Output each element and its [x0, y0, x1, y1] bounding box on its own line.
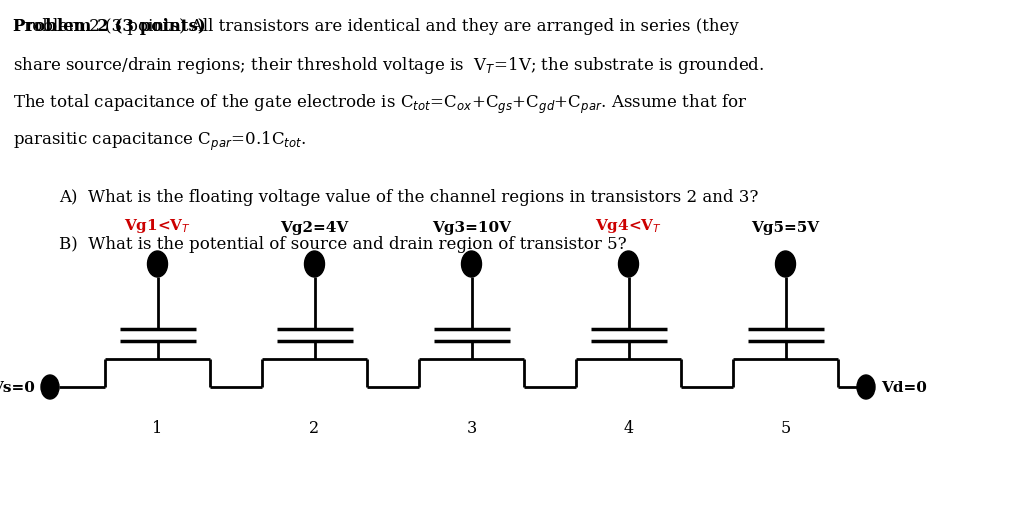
Text: Vg3=10V: Vg3=10V	[432, 220, 511, 235]
Ellipse shape	[776, 251, 795, 277]
Text: 1: 1	[153, 419, 163, 436]
Ellipse shape	[857, 375, 875, 399]
Text: 3: 3	[467, 419, 477, 436]
Text: share source/drain regions; their threshold voltage is  V$_T$=1V; the substrate : share source/drain regions; their thresh…	[13, 55, 765, 76]
Ellipse shape	[304, 251, 324, 277]
Text: A)  What is the floating voltage value of the channel regions in transistors 2 a: A) What is the floating voltage value of…	[59, 189, 759, 206]
Ellipse shape	[462, 251, 481, 277]
Text: 2: 2	[309, 419, 319, 436]
Text: B)  What is the potential of source and drain region of transistor 5?: B) What is the potential of source and d…	[59, 235, 626, 252]
Text: The total capacitance of the gate electrode is C$_{tot}$=C$_{ox}$+C$_{gs}$+C$_{g: The total capacitance of the gate electr…	[13, 92, 747, 115]
Ellipse shape	[41, 375, 59, 399]
Text: Vg4<V$_T$: Vg4<V$_T$	[595, 216, 662, 235]
Text: Problem 2 (3 points): Problem 2 (3 points)	[13, 18, 206, 35]
Text: Vs=0: Vs=0	[0, 380, 35, 394]
Text: Problem 2 (3 points) All transistors are identical and they are arranged in seri: Problem 2 (3 points) All transistors are…	[13, 18, 739, 35]
Ellipse shape	[618, 251, 639, 277]
Text: Vg1<V$_T$: Vg1<V$_T$	[124, 216, 191, 235]
Text: parasitic capacitance C$_{par}$=0.1C$_{tot}$.: parasitic capacitance C$_{par}$=0.1C$_{t…	[13, 129, 307, 152]
Text: Vd=0: Vd=0	[881, 380, 926, 394]
Ellipse shape	[147, 251, 168, 277]
Text: Vg5=5V: Vg5=5V	[752, 220, 820, 235]
Text: 5: 5	[780, 419, 790, 436]
Text: Vg2=4V: Vg2=4V	[281, 220, 349, 235]
Text: 4: 4	[623, 419, 634, 436]
